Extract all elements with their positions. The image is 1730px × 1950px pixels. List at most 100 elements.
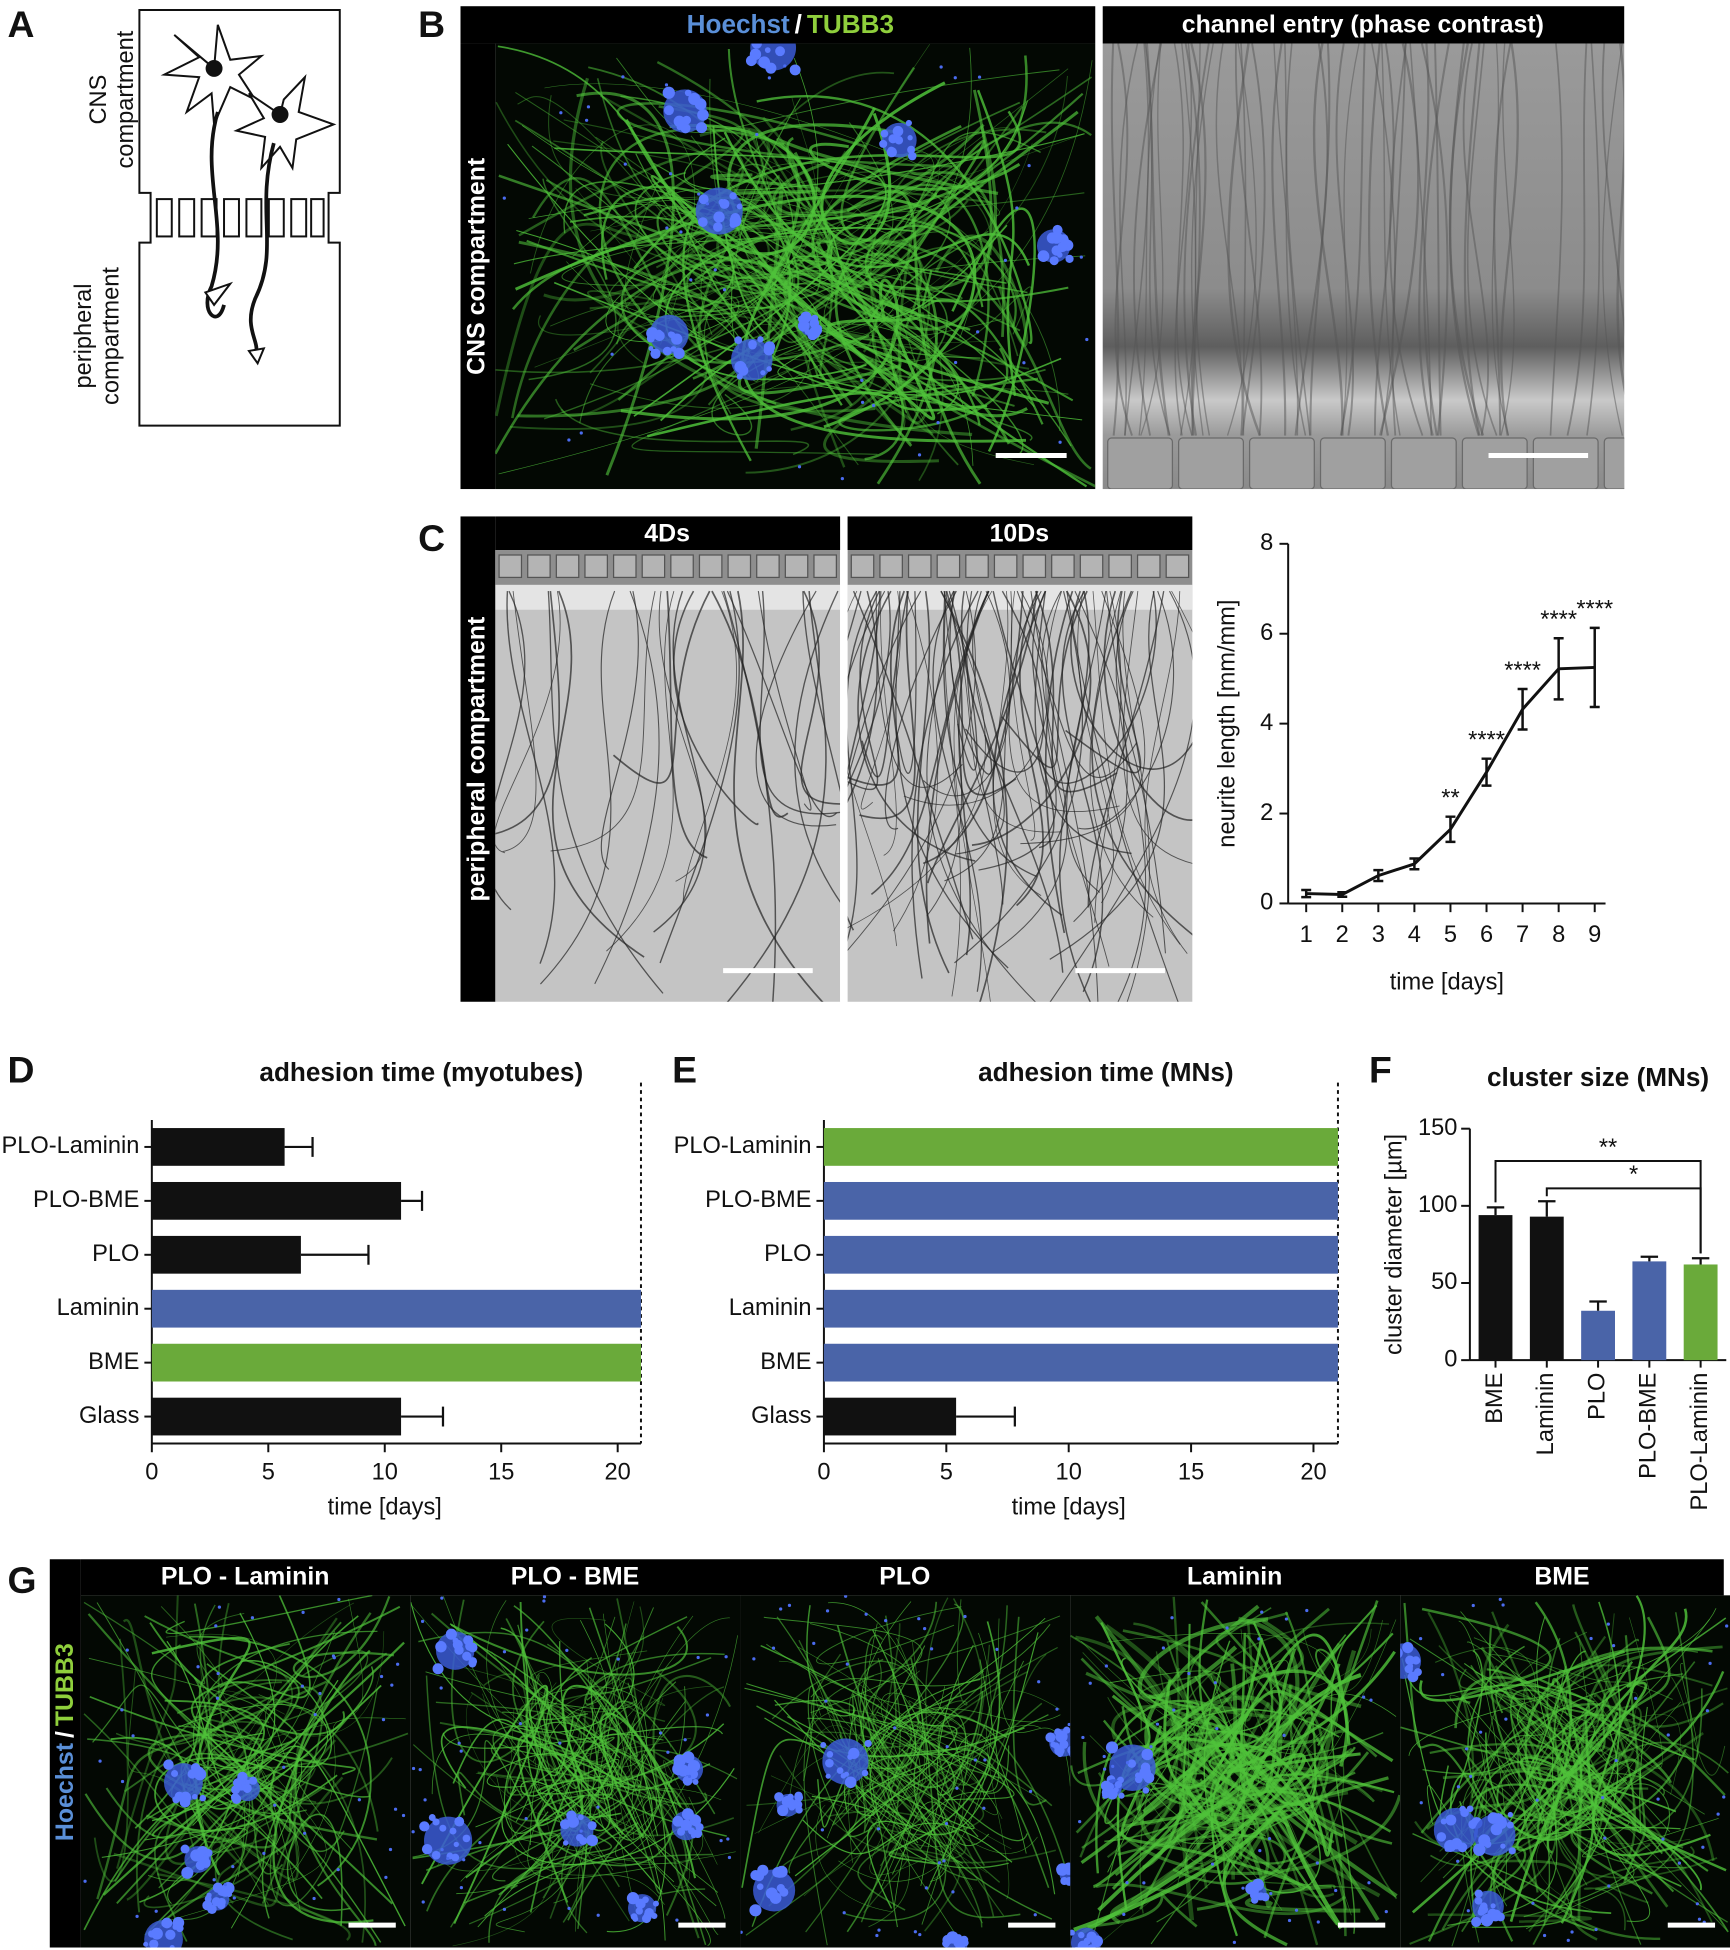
nucleus	[585, 118, 589, 122]
nucleus	[730, 215, 739, 224]
nucleus	[1172, 1708, 1176, 1712]
neurite	[1261, 1619, 1362, 1709]
x-tick-label: 3	[1372, 922, 1385, 948]
nucleus	[232, 1778, 243, 1788]
neurite	[484, 1686, 653, 1917]
neurite	[1122, 591, 1150, 1002]
neurite	[884, 1770, 965, 1880]
neurite	[1491, 1701, 1682, 1851]
nucleus	[864, 1739, 872, 1748]
nucleus	[641, 1914, 652, 1924]
neurite	[755, 590, 837, 827]
neurite	[1335, 43, 1354, 436]
x-tick-label: 15	[1178, 1460, 1204, 1486]
nucleus	[337, 1597, 341, 1602]
neurite	[499, 1736, 615, 1788]
nucleus	[579, 1837, 588, 1845]
nucleus	[169, 1945, 175, 1948]
neurite	[976, 89, 1017, 396]
neurite	[1498, 1758, 1691, 1845]
neurite	[1183, 1673, 1362, 1826]
nucleus	[1334, 1888, 1338, 1893]
nucleus	[749, 1904, 762, 1917]
nucleus	[1065, 254, 1074, 263]
neurite	[1496, 1770, 1600, 1808]
neurite	[96, 1680, 328, 1900]
nucleus	[705, 1713, 710, 1717]
nucleus	[1535, 1798, 1539, 1802]
nucleus	[1060, 1877, 1069, 1886]
nucleus	[1037, 1680, 1041, 1684]
nucleus	[844, 1595, 848, 1598]
x-tick-label: 4	[1408, 922, 1421, 948]
neurite	[166, 1640, 339, 1799]
channel	[850, 554, 875, 579]
panel-letter: B	[418, 3, 445, 45]
neurite	[1138, 43, 1161, 436]
neurite	[1137, 1665, 1259, 1730]
neurite	[542, 1598, 643, 1899]
nucleus	[797, 465, 802, 469]
neurite	[1076, 1753, 1306, 1937]
micrograph	[495, 550, 841, 1002]
neurite	[744, 1687, 986, 1798]
neurite	[568, 77, 973, 437]
neurite	[579, 122, 894, 424]
neurite	[488, 1819, 613, 1943]
bar	[1581, 1310, 1615, 1361]
neurite	[1089, 590, 1154, 918]
nucleus	[302, 1831, 307, 1835]
side-bar	[460, 516, 496, 1002]
nucleus	[439, 1824, 447, 1832]
channel	[993, 554, 1018, 579]
nucleus	[654, 330, 665, 342]
nucleus	[1500, 1843, 1506, 1849]
neurite	[256, 1665, 317, 1804]
neurite	[1106, 1632, 1340, 1750]
significance-label: *	[1629, 1162, 1638, 1188]
neurite	[921, 270, 1044, 425]
neurite	[1586, 43, 1601, 436]
neurite	[115, 1717, 270, 1746]
nucleus	[1022, 361, 1026, 365]
nucleus	[825, 1609, 830, 1613]
nucleus	[180, 1844, 190, 1854]
y-tick-label: 4	[1260, 710, 1273, 736]
nucleus	[453, 1841, 459, 1848]
neurite	[1187, 1679, 1283, 1911]
neurite	[1503, 1664, 1713, 1843]
nucleus	[1725, 1624, 1729, 1628]
neurite	[1225, 1659, 1289, 1792]
neurite	[1671, 1677, 1726, 1776]
nucleus	[1187, 1671, 1191, 1676]
nucleus	[217, 1900, 226, 1910]
neurite	[783, 125, 998, 407]
nucleus	[1111, 1764, 1115, 1769]
neurite	[514, 119, 984, 344]
nucleus	[1141, 1748, 1154, 1761]
neurite	[520, 1705, 663, 1893]
neurite	[646, 391, 988, 438]
neurite	[711, 590, 789, 818]
y-axis-label: neurite length [mm/mm]	[1215, 600, 1241, 848]
nucleus	[769, 1892, 782, 1904]
neurite	[157, 1873, 351, 1941]
nucleus	[300, 1684, 304, 1688]
panel-letter: C	[418, 517, 445, 559]
nucleus	[748, 339, 757, 349]
channel	[641, 554, 666, 579]
nucleus	[929, 1647, 934, 1651]
neurite	[1016, 590, 1044, 907]
nucleus	[844, 1776, 857, 1789]
nucleus	[1656, 1797, 1660, 1801]
neurite	[847, 591, 881, 931]
channel	[1165, 554, 1190, 579]
nucleus	[191, 1793, 198, 1800]
nucleus	[282, 1765, 286, 1769]
title-bar	[847, 516, 1193, 551]
nucleus	[836, 1767, 844, 1774]
nucleus	[942, 1939, 950, 1948]
error-bar	[284, 1136, 314, 1157]
neurite	[1190, 43, 1207, 436]
bar	[823, 1397, 957, 1436]
